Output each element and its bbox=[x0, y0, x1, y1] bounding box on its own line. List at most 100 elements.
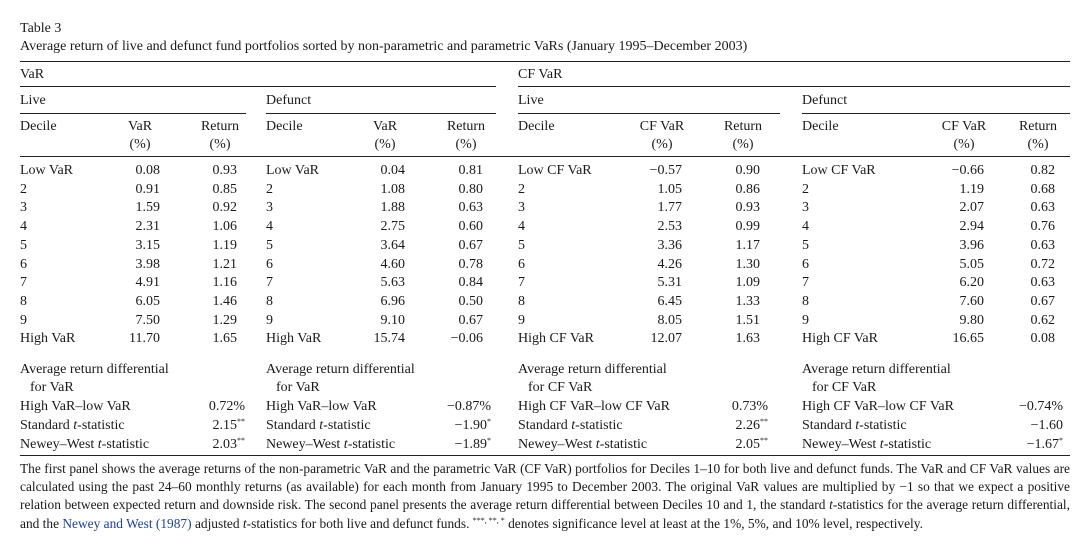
return-value: 0.90 bbox=[735, 163, 761, 178]
return-value: 0.93 bbox=[735, 200, 761, 216]
return-value: 0.67 bbox=[458, 237, 484, 253]
diff-title: Average return differential bbox=[20, 362, 169, 377]
metric-value: 0.08 bbox=[135, 163, 161, 178]
diff-value: −0.87% bbox=[446, 399, 491, 414]
diff-row-value: 2.05** bbox=[736, 436, 769, 453]
decile-label: 8 bbox=[518, 293, 525, 309]
group-label-var: VaR bbox=[20, 67, 45, 82]
diff-label-suffix: -statistic bbox=[77, 418, 125, 433]
return-value: 0.63 bbox=[1030, 237, 1056, 253]
diff-row-value: 0.72% bbox=[209, 398, 245, 415]
diff-label-suffix: -statistic bbox=[883, 437, 932, 452]
diff-title-cont: for CF VaR bbox=[528, 380, 593, 395]
decile-label: 4 bbox=[518, 219, 525, 235]
return-value: 0.81 bbox=[458, 163, 484, 178]
diff-row-label: Newey–West t-statistic bbox=[802, 436, 931, 453]
decile-label: 4 bbox=[802, 219, 809, 235]
panel-rule-cfvar-live bbox=[518, 113, 780, 114]
panel-status-label: Defunct bbox=[266, 93, 312, 108]
bottom-rule bbox=[20, 455, 1070, 456]
return-value: 0.68 bbox=[1030, 181, 1056, 197]
return-value: 0.67 bbox=[458, 312, 484, 328]
diff-value: 2.26 bbox=[735, 418, 761, 433]
panel-rule-cfvar-defunct bbox=[802, 113, 1070, 114]
diff-title-cont: for VaR bbox=[276, 380, 320, 395]
diff-row-label: High VaR–low VaR bbox=[266, 398, 377, 415]
header-bottom-rule bbox=[20, 156, 1070, 157]
table-title: Average return of live and defunct fund … bbox=[20, 39, 748, 54]
footnote-text-4: -statistics for both live and defunct fu… bbox=[246, 515, 473, 531]
decile-label: 6 bbox=[518, 256, 525, 272]
diff-value: −1.60 bbox=[1030, 418, 1063, 433]
diff-row-value: −1.90* bbox=[455, 417, 491, 434]
return-value: 0.85 bbox=[212, 181, 238, 197]
decile-label: 3 bbox=[518, 200, 525, 216]
metric-header: CF VaR bbox=[941, 119, 987, 134]
return-value: 0.80 bbox=[458, 181, 484, 197]
return-value: 0.62 bbox=[1030, 312, 1056, 328]
diff-row-value: 2.03** bbox=[213, 436, 246, 453]
return-value: 1.51 bbox=[735, 312, 761, 328]
decile-label: 6 bbox=[20, 256, 27, 272]
diff-label-suffix: -statistic bbox=[101, 437, 150, 452]
significance-mark: * bbox=[487, 417, 491, 426]
return-header: Return bbox=[200, 119, 240, 134]
metric-value: 1.08 bbox=[380, 181, 406, 197]
metric-value: 3.64 bbox=[380, 237, 406, 253]
metric-value: 2.07 bbox=[959, 200, 985, 216]
return-value: 1.46 bbox=[212, 293, 238, 309]
return-value: 1.09 bbox=[735, 275, 761, 291]
diff-row-label: Standard t-statistic bbox=[20, 417, 125, 434]
decile-header: Decile bbox=[518, 119, 555, 134]
decile-label: 8 bbox=[802, 293, 809, 309]
metric-value: 6.20 bbox=[959, 275, 985, 291]
return-value: 1.06 bbox=[212, 219, 238, 235]
diff-label-italic: t bbox=[879, 437, 884, 452]
newey-west-citation-link[interactable]: Newey and West (1987) bbox=[62, 515, 192, 531]
metric-value: 9.10 bbox=[380, 312, 406, 328]
diff-label-text: High CF VaR–low CF VaR bbox=[802, 399, 954, 414]
diff-label-italic: t bbox=[319, 418, 324, 433]
return-value: 1.30 bbox=[735, 256, 761, 272]
diff-value: −0.74% bbox=[1018, 399, 1063, 414]
diff-label-suffix: -statistic bbox=[859, 418, 907, 433]
decile-label: Low VaR bbox=[266, 163, 320, 178]
group-rule-var bbox=[20, 86, 496, 87]
metric-value: 15.74 bbox=[373, 331, 406, 347]
return-value: 0.93 bbox=[212, 163, 238, 178]
return-value: 0.78 bbox=[458, 256, 484, 272]
footnote: The first panel shows the average return… bbox=[20, 460, 1070, 533]
diff-label-italic: t bbox=[343, 437, 348, 452]
return-value: 0.08 bbox=[1030, 331, 1056, 347]
diff-row-label: Standard t-statistic bbox=[802, 417, 907, 434]
return-value: 0.76 bbox=[1030, 219, 1056, 235]
return-header: Return bbox=[446, 119, 486, 134]
decile-header: Decile bbox=[20, 119, 57, 134]
diff-value: 0.73% bbox=[731, 399, 768, 414]
decile-label: 9 bbox=[518, 312, 525, 328]
return-value: 1.29 bbox=[212, 312, 238, 328]
decile-label: 5 bbox=[266, 237, 273, 253]
decile-label: 5 bbox=[20, 237, 27, 253]
metric-unit-header: (%) bbox=[651, 137, 673, 152]
diff-label-text: Newey–West bbox=[802, 437, 880, 452]
panel-status-label: Live bbox=[518, 93, 544, 108]
return-value: 0.63 bbox=[1030, 275, 1056, 291]
decile-label: High CF VaR bbox=[518, 331, 594, 347]
decile-label: 9 bbox=[20, 312, 27, 328]
footnote-text-5: denotes significance level at least at t… bbox=[504, 515, 923, 531]
decile-label: 4 bbox=[266, 219, 273, 235]
metric-value: 2.53 bbox=[657, 219, 683, 235]
decile-label: High VaR bbox=[20, 331, 76, 347]
diff-title-cont: for VaR bbox=[30, 380, 74, 395]
diff-row-value: −1.60 bbox=[1031, 417, 1063, 434]
return-header: Return bbox=[723, 119, 763, 134]
decile-label: 5 bbox=[518, 237, 525, 253]
metric-header: CF VaR bbox=[639, 119, 685, 134]
significance-mark: * bbox=[487, 436, 491, 445]
decile-label: 9 bbox=[802, 312, 809, 328]
decile-label: 2 bbox=[802, 181, 809, 197]
metric-unit-header: (%) bbox=[129, 137, 151, 152]
metric-value: 7.60 bbox=[959, 293, 985, 309]
